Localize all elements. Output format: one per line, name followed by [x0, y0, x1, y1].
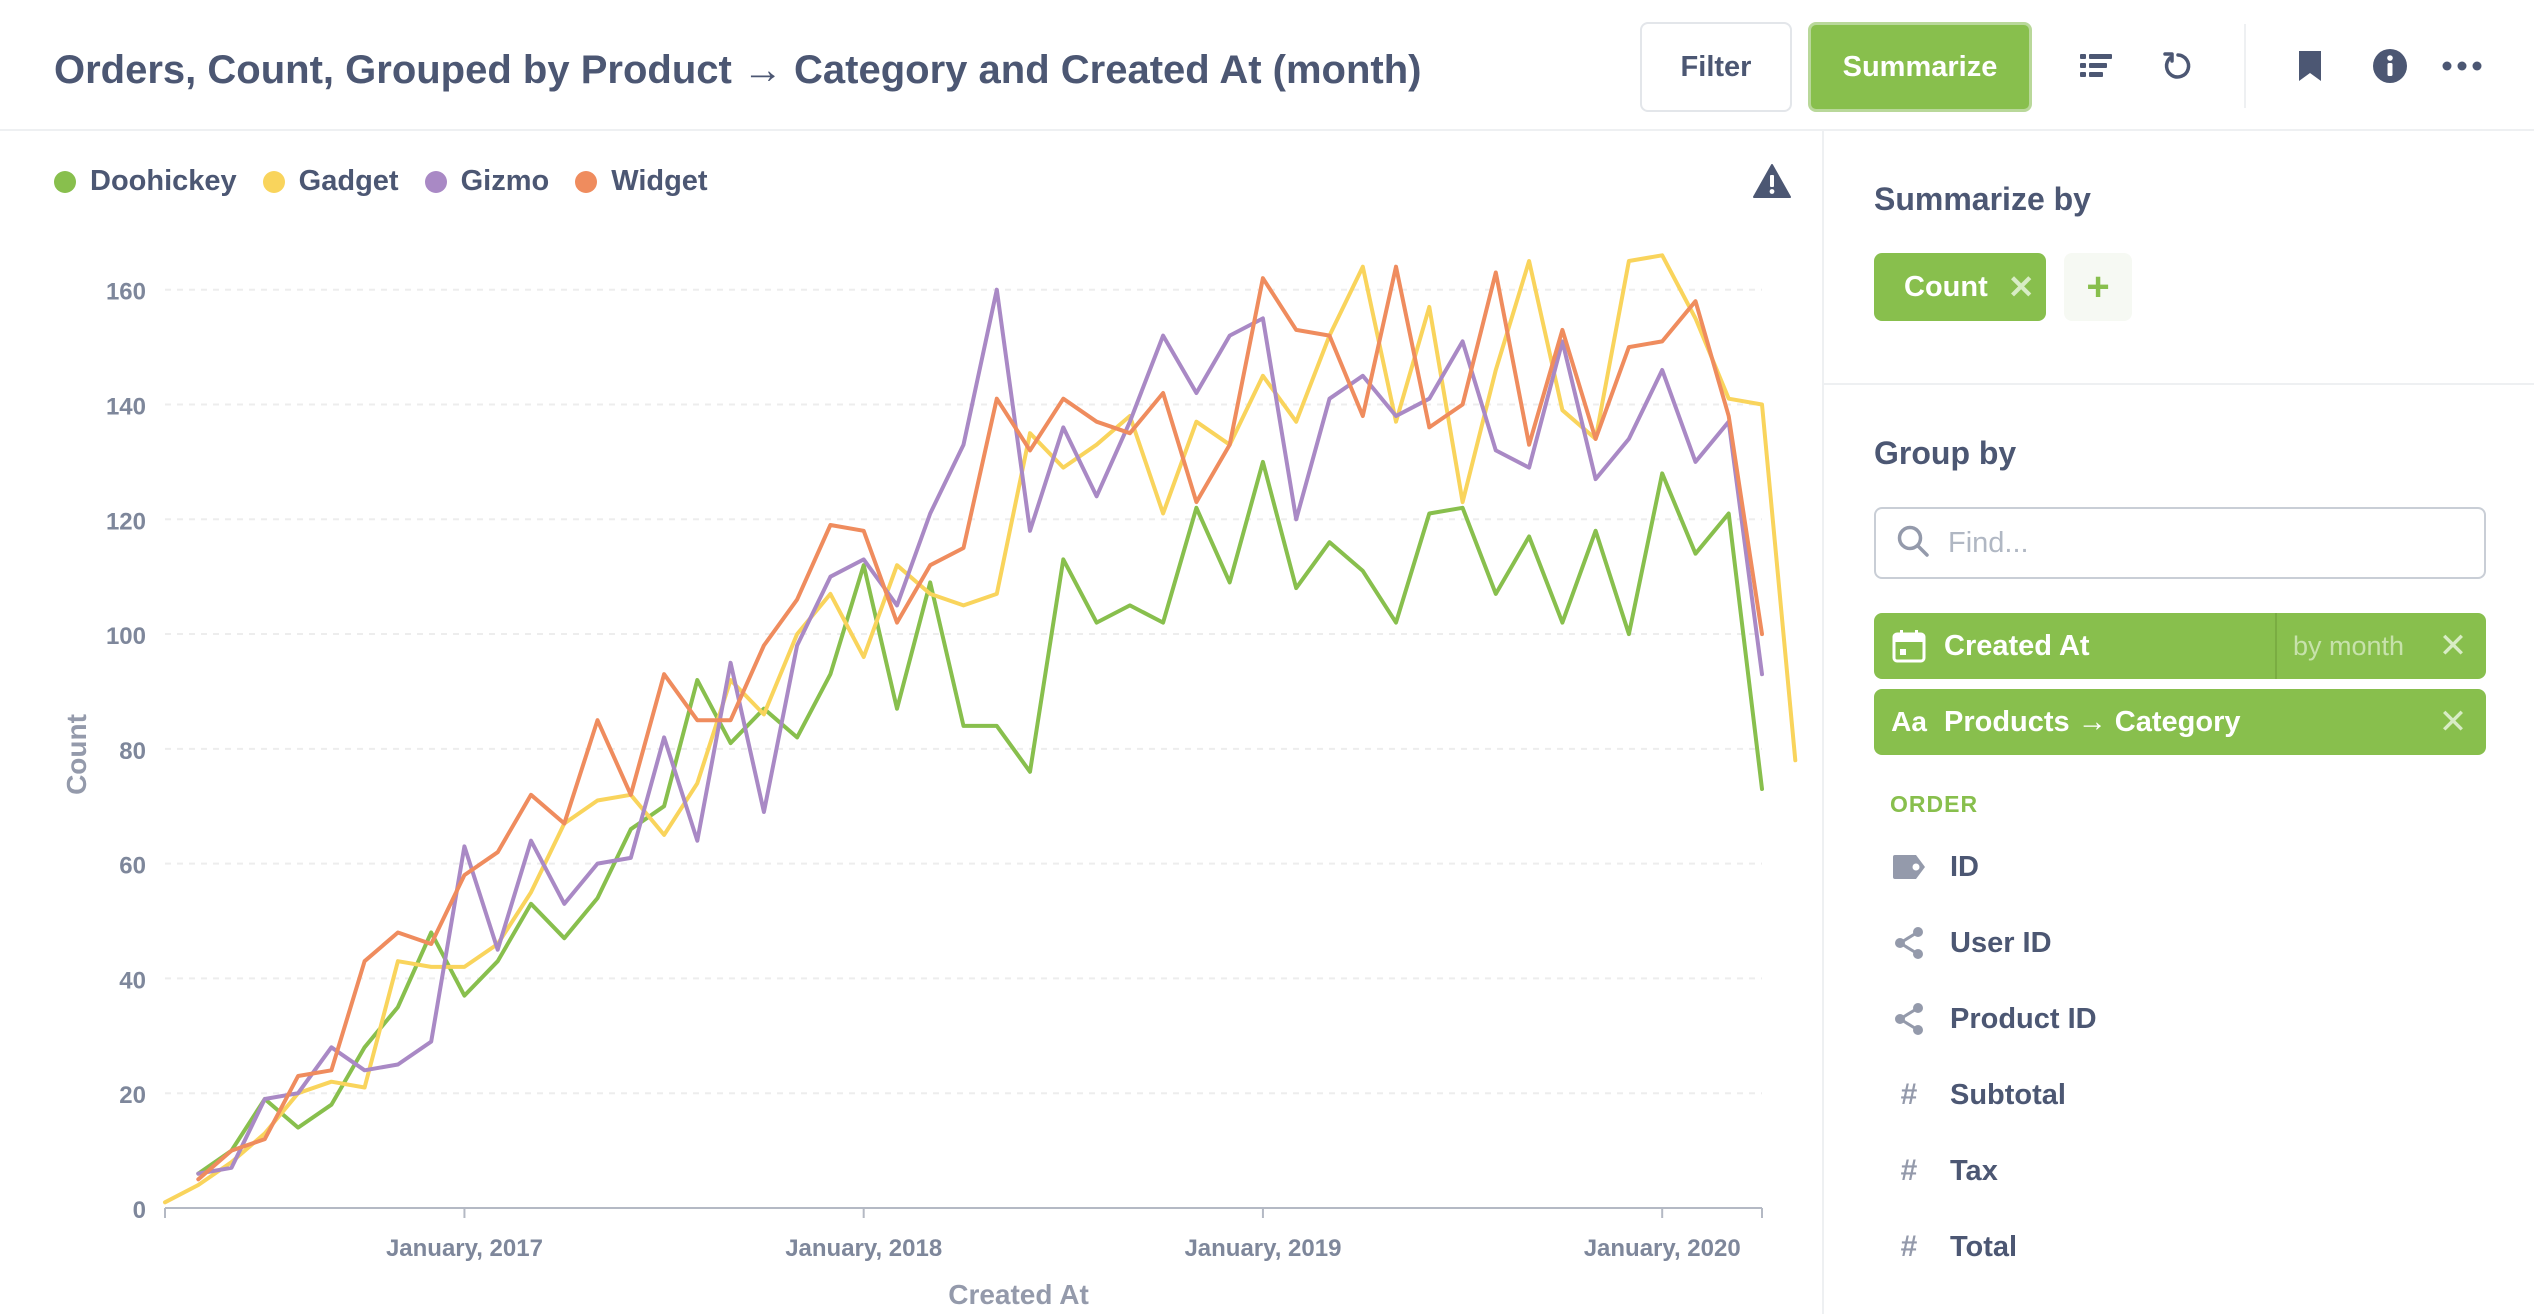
- group-search[interactable]: [1874, 507, 2486, 579]
- field-total[interactable]: # Total: [1890, 1223, 2017, 1271]
- field-label: Subtotal: [1950, 1078, 2066, 1111]
- legend-item-doohickey[interactable]: Doohickey: [54, 165, 237, 198]
- field-label: Total: [1950, 1230, 2018, 1263]
- series-line-gizmo: [196, 287, 1764, 1176]
- list-icon[interactable]: [2072, 42, 2120, 90]
- legend-dot: [575, 170, 598, 193]
- x-axis-label: Created At: [948, 1279, 1089, 1310]
- y-tick-label: 160: [106, 279, 146, 306]
- remove-grouping-icon[interactable]: ✕: [2438, 703, 2468, 741]
- chart-legend: Doohickey Gadget Gizmo Widget: [54, 165, 708, 198]
- field-tax[interactable]: # Tax: [1890, 1147, 1998, 1195]
- x-tick-label: January, 2017: [386, 1235, 543, 1262]
- line-chart: 0 20 40 60 80 100 120 140 160 January, 2017 Januar…: [61, 253, 1798, 1310]
- number-icon: #: [1900, 1154, 1918, 1187]
- connections-icon: [1890, 1002, 1928, 1036]
- grouping-label: Products → Category: [1944, 705, 2241, 738]
- metric-label: Count: [1904, 270, 1988, 303]
- series-line-widget: [196, 264, 1764, 1182]
- number-icon: #: [1900, 1078, 1918, 1111]
- field-label: Tax: [1950, 1154, 1998, 1187]
- search-icon: [1896, 524, 1930, 563]
- summarize-by-heading: Summarize by: [1874, 181, 2091, 217]
- legend-label: Doohickey: [90, 165, 237, 197]
- series-line-gadget: [163, 253, 1798, 1205]
- legend-item-gizmo[interactable]: Gizmo: [424, 165, 550, 198]
- text-type-icon: Aa: [1891, 706, 1927, 737]
- calendar-icon: [1874, 629, 1944, 663]
- field-user-id[interactable]: User ID: [1890, 919, 2052, 967]
- field-label: User ID: [1950, 926, 2052, 959]
- legend-label: Gadget: [298, 165, 399, 197]
- legend-dot: [424, 170, 447, 193]
- refresh-icon[interactable]: [2154, 42, 2202, 90]
- bookmark-icon[interactable]: [2286, 42, 2334, 90]
- field-product-id[interactable]: Product ID: [1890, 995, 2097, 1043]
- y-tick-label: 140: [106, 393, 146, 420]
- y-tick-label: 0: [133, 1197, 146, 1224]
- x-tick-label: January, 2020: [1584, 1235, 1741, 1262]
- group-by-heading: Group by: [1874, 435, 2017, 471]
- label-icon: [1890, 854, 1928, 880]
- legend-dot: [54, 170, 76, 193]
- y-tick-label: 100: [106, 623, 146, 650]
- y-tick-label: 40: [119, 967, 146, 994]
- field-subtotal[interactable]: # Subtotal: [1890, 1071, 2066, 1119]
- series-line-doohickey: [196, 459, 1764, 1176]
- legend-label: Widget: [611, 165, 708, 197]
- page-title: Orders, Count, Grouped by Product → Cate…: [54, 48, 1422, 92]
- chart-area: Doohickey Gadget Gizmo Widget 0 20 40 60 80 1…: [0, 131, 1822, 1314]
- metric-pill-count[interactable]: Count ✕: [1874, 253, 2046, 321]
- temporal-bucket-selector[interactable]: by month: [2274, 613, 2420, 679]
- connections-icon: [1890, 926, 1928, 960]
- y-axis-label: Count: [61, 714, 92, 795]
- warning-icon[interactable]: [1752, 163, 1792, 199]
- legend-item-widget[interactable]: Widget: [575, 165, 708, 198]
- summarize-button[interactable]: Summarize: [1808, 22, 2032, 112]
- search-input[interactable]: [1948, 526, 2468, 560]
- remove-grouping-icon[interactable]: ✕: [2438, 627, 2468, 665]
- number-icon: #: [1900, 1230, 1918, 1263]
- query-header: Orders, Count, Grouped by Product → Cate…: [0, 0, 2534, 131]
- y-tick-label: 120: [106, 508, 146, 535]
- legend-item-gadget[interactable]: Gadget: [262, 165, 399, 198]
- legend-label: Gizmo: [460, 165, 550, 197]
- field-label: ID: [1950, 850, 1979, 883]
- header-divider: [2244, 24, 2246, 108]
- grouping-label: Created At: [1944, 629, 2090, 662]
- grouping-products-category[interactable]: Aa Products → Category ✕: [1874, 689, 2486, 755]
- field-id[interactable]: ID: [1890, 843, 1979, 891]
- more-icon[interactable]: [2438, 42, 2486, 90]
- remove-metric-icon[interactable]: ✕: [2007, 269, 2035, 305]
- x-tick-label: January, 2019: [1184, 1235, 1341, 1262]
- summarize-sidebar: Summarize by Count ✕ + Group by Created …: [1822, 131, 2534, 1314]
- add-metric-button[interactable]: +: [2064, 253, 2132, 321]
- field-label: Product ID: [1950, 1002, 2097, 1035]
- y-tick-label: 80: [119, 738, 146, 765]
- legend-dot: [262, 170, 285, 193]
- filter-button[interactable]: Filter: [1640, 22, 1792, 112]
- sidebar-divider: [1824, 383, 2534, 385]
- y-tick-label: 20: [119, 1082, 146, 1109]
- info-icon[interactable]: [2366, 42, 2414, 90]
- y-tick-label: 60: [119, 853, 146, 880]
- x-tick-label: January, 2018: [785, 1235, 942, 1262]
- grouping-created-at[interactable]: Created At by month ✕: [1874, 613, 2486, 679]
- table-section-label: ORDER: [1890, 791, 1979, 817]
